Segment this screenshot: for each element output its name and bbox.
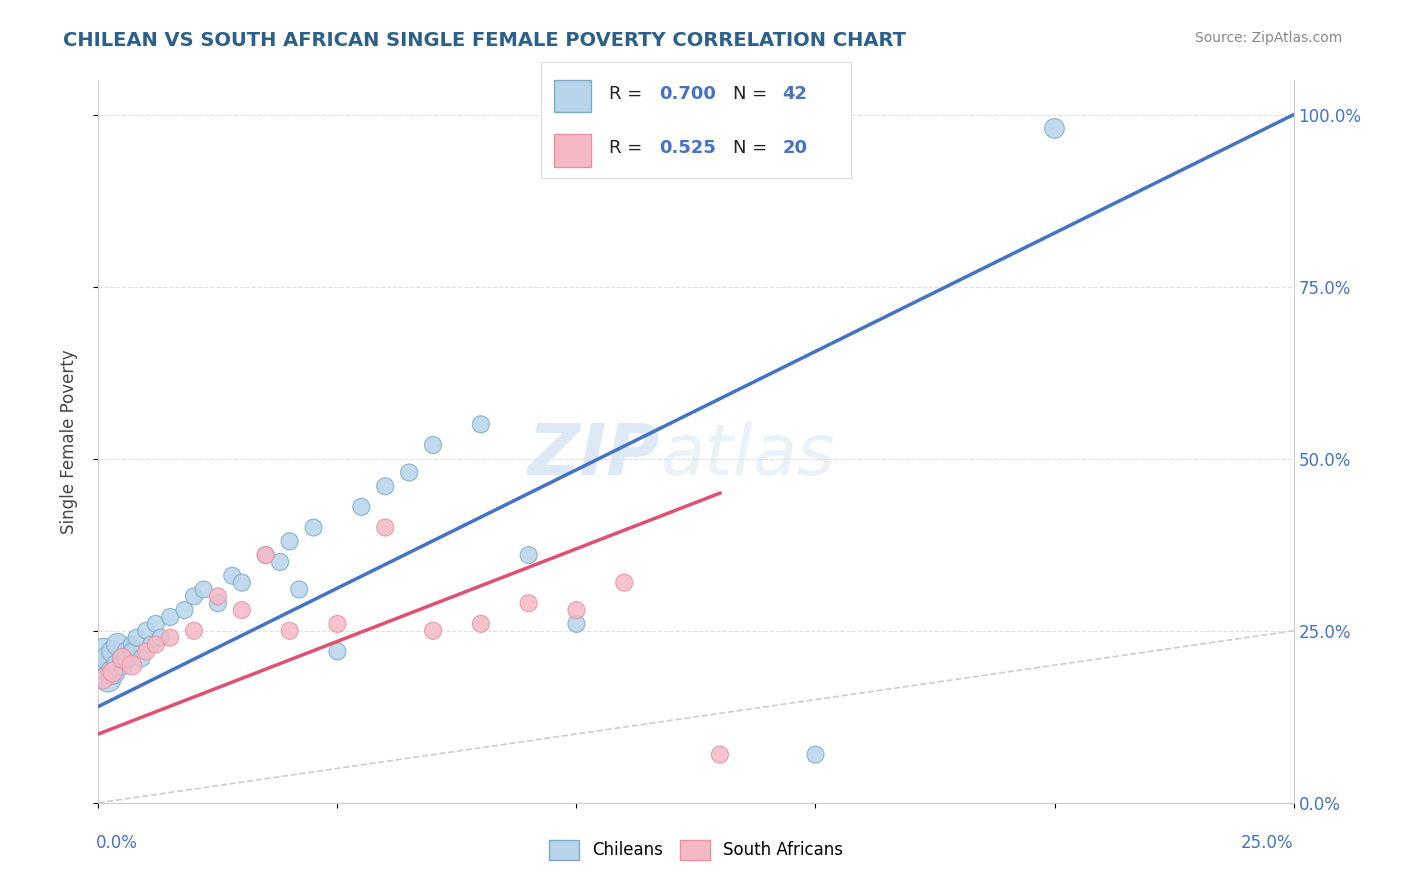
Point bbox=[254, 548, 277, 562]
Point bbox=[517, 596, 540, 610]
Point bbox=[97, 672, 120, 686]
Text: 20: 20 bbox=[783, 139, 807, 157]
Point bbox=[709, 747, 731, 762]
Point bbox=[374, 520, 396, 534]
Point bbox=[326, 616, 349, 631]
Point bbox=[107, 638, 129, 652]
Point bbox=[278, 624, 301, 638]
Point bbox=[207, 596, 229, 610]
Point bbox=[145, 616, 167, 631]
Point bbox=[115, 644, 138, 658]
Point bbox=[101, 644, 124, 658]
Point bbox=[91, 672, 114, 686]
Point bbox=[135, 644, 157, 658]
Point bbox=[269, 555, 291, 569]
Point bbox=[207, 590, 229, 604]
Point bbox=[183, 590, 205, 604]
Bar bbox=[554, 79, 591, 112]
Point bbox=[350, 500, 373, 514]
Point bbox=[111, 658, 134, 673]
Point bbox=[422, 438, 444, 452]
Text: atlas: atlas bbox=[661, 422, 835, 491]
Point bbox=[374, 479, 396, 493]
Point bbox=[101, 665, 124, 679]
Point bbox=[231, 603, 253, 617]
Point bbox=[231, 575, 253, 590]
Point bbox=[565, 603, 588, 617]
Point bbox=[111, 651, 134, 665]
Text: 0.525: 0.525 bbox=[659, 139, 716, 157]
Text: 0.700: 0.700 bbox=[659, 85, 716, 103]
Point bbox=[107, 658, 129, 673]
Point bbox=[159, 631, 181, 645]
Point bbox=[326, 644, 349, 658]
Text: 42: 42 bbox=[783, 85, 807, 103]
Point bbox=[101, 665, 124, 679]
Point bbox=[804, 747, 827, 762]
Point bbox=[613, 575, 636, 590]
Text: R =: R = bbox=[609, 139, 648, 157]
Point bbox=[193, 582, 215, 597]
Point bbox=[121, 644, 143, 658]
Point bbox=[398, 466, 420, 480]
Point bbox=[139, 638, 162, 652]
Point bbox=[565, 616, 588, 631]
Text: Source: ZipAtlas.com: Source: ZipAtlas.com bbox=[1195, 31, 1343, 45]
Point bbox=[422, 624, 444, 638]
Text: 25.0%: 25.0% bbox=[1241, 834, 1294, 852]
Point bbox=[1043, 121, 1066, 136]
Point bbox=[115, 651, 138, 665]
Text: N =: N = bbox=[733, 85, 773, 103]
Point bbox=[254, 548, 277, 562]
Point bbox=[278, 534, 301, 549]
Point bbox=[173, 603, 195, 617]
Y-axis label: Single Female Poverty: Single Female Poverty bbox=[59, 350, 77, 533]
Point bbox=[91, 644, 114, 658]
Point bbox=[470, 417, 492, 432]
Text: 0.0%: 0.0% bbox=[96, 834, 138, 852]
Point bbox=[183, 624, 205, 638]
Point bbox=[91, 658, 114, 673]
Point bbox=[470, 616, 492, 631]
Point bbox=[288, 582, 311, 597]
Text: N =: N = bbox=[733, 139, 773, 157]
Point bbox=[121, 658, 143, 673]
Point bbox=[111, 651, 134, 665]
Point bbox=[135, 624, 157, 638]
Text: ZIP: ZIP bbox=[527, 422, 661, 491]
Point bbox=[125, 631, 148, 645]
Point bbox=[159, 610, 181, 624]
Point bbox=[121, 638, 143, 652]
Point bbox=[149, 631, 172, 645]
Text: R =: R = bbox=[609, 85, 648, 103]
Bar bbox=[554, 135, 591, 167]
Point bbox=[221, 568, 243, 582]
Legend: Chileans, South Africans: Chileans, South Africans bbox=[543, 833, 849, 867]
Point bbox=[145, 638, 167, 652]
Point bbox=[97, 651, 120, 665]
Point bbox=[131, 651, 153, 665]
Point bbox=[302, 520, 325, 534]
Point bbox=[517, 548, 540, 562]
Text: CHILEAN VS SOUTH AFRICAN SINGLE FEMALE POVERTY CORRELATION CHART: CHILEAN VS SOUTH AFRICAN SINGLE FEMALE P… bbox=[63, 31, 907, 50]
